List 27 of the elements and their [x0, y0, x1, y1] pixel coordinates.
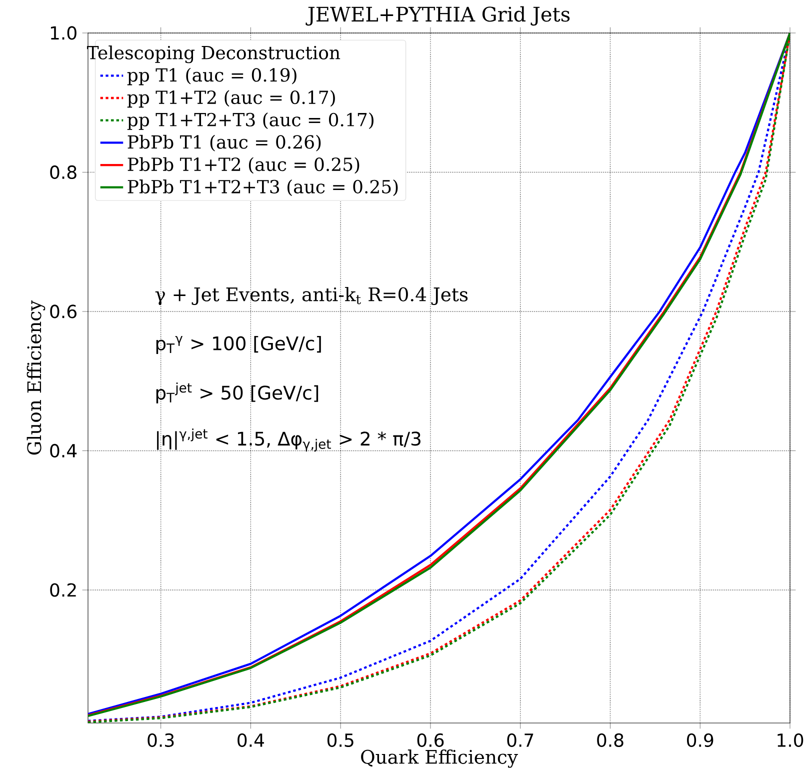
x-tick-label: 0.5 [327, 733, 354, 747]
y-tick-label: 1.0 [50, 26, 76, 40]
annotation: p$_{T}$$^{jet}$ > 50 [GeV/c] [156, 382, 318, 404]
y-tick-label: 0.2 [50, 583, 76, 597]
legend-title: Telescoping Deconstruction [87, 45, 340, 64]
legend-label: PbPb T1+T2 (auc = 0.25) [128, 157, 360, 174]
annotation: p$_{T}$$^{γ}$ > 100 [GeV/c] [156, 336, 321, 354]
annotation: γ + Jet Events, anti-k$_{t}$ R=0.4 Jets [155, 286, 468, 306]
x-tick-label: 0.7 [507, 733, 534, 747]
legend-label: pp T1+T2 (auc = 0.17) [127, 90, 335, 108]
legend-label: pp T1+T2+T3 (auc = 0.17) [127, 112, 374, 130]
y-tick-label: 0.8 [50, 165, 76, 180]
legend-label: PbPb T1 (auc = 0.26) [128, 134, 321, 152]
annotation: |η|$^{γ,jet}$ < 1.5, Δφ$_{γ,jet}$ > 2 * π/3 [157, 428, 420, 452]
x-tick-label: 0.8 [597, 733, 624, 747]
x-tick-label: 0.6 [417, 733, 444, 747]
x-tick-label: 0.9 [686, 733, 714, 747]
x-tick-label: 1.0 [778, 733, 804, 747]
legend-label: pp T1 (auc = 0.19) [127, 68, 296, 86]
y-tick-label: 0.4 [50, 444, 77, 458]
chart-title: JEWEL+PYTHIA Grid Jets [306, 6, 570, 26]
y-axis-title: Gluon Efficiency [26, 300, 46, 455]
x-tick-label: 0.3 [148, 733, 174, 747]
y-tick-label: 0.6 [50, 304, 76, 318]
legend-label: PbPb T1+T2+T3 (auc = 0.25) [128, 180, 398, 196]
x-axis-title: Quark Efficiency [361, 749, 518, 768]
x-tick-label: 0.4 [238, 733, 264, 747]
